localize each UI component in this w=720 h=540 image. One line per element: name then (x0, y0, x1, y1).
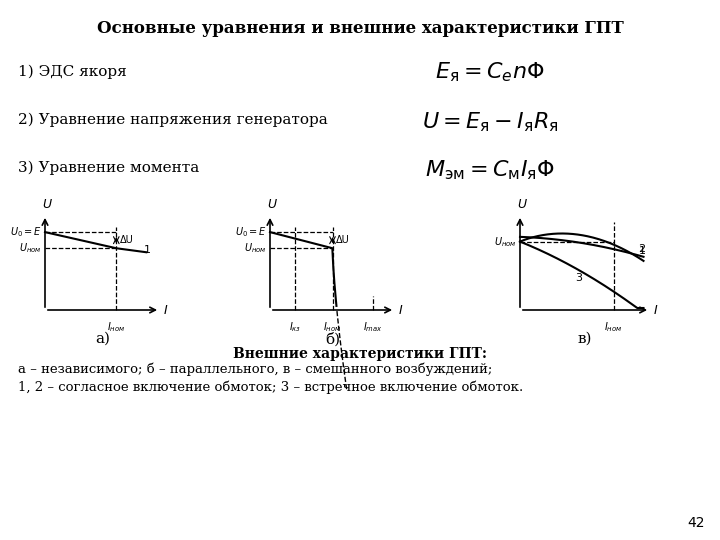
Text: $I_{ном}$: $I_{ном}$ (107, 320, 125, 334)
Text: 1) ЭДС якоря: 1) ЭДС якоря (18, 65, 127, 79)
Text: U: U (267, 198, 276, 211)
Text: а): а) (95, 332, 110, 346)
Text: $I_{ном}$: $I_{ном}$ (604, 320, 623, 334)
Text: 3: 3 (575, 273, 582, 283)
Text: 3) Уравнение момента: 3) Уравнение момента (18, 161, 199, 175)
Text: 1: 1 (639, 246, 646, 256)
Text: $M_{\rm эм} = C_{\rm м} I_{\rm я} \Phi$: $M_{\rm эм} = C_{\rm м} I_{\rm я} \Phi$ (425, 158, 555, 182)
Text: I: I (164, 303, 168, 316)
Text: $I_{max}$: $I_{max}$ (363, 320, 382, 334)
Text: ΔU: ΔU (120, 235, 134, 245)
Text: $I_{кз}$: $I_{кз}$ (289, 320, 301, 334)
Text: в): в) (577, 332, 593, 346)
Text: $U_{ном}$: $U_{ном}$ (244, 241, 267, 255)
Text: 1: 1 (144, 245, 151, 255)
Text: ΔU: ΔU (336, 235, 349, 245)
Text: $U_0=E$: $U_0=E$ (10, 225, 42, 239)
Text: I: I (399, 303, 402, 316)
Text: U: U (42, 198, 52, 211)
Text: 2: 2 (639, 244, 646, 254)
Text: Основные уравнения и внешние характеристики ГПТ: Основные уравнения и внешние характерист… (96, 20, 624, 37)
Text: U: U (518, 198, 526, 211)
Text: $I_{ном}$: $I_{ном}$ (323, 320, 342, 334)
Text: 42: 42 (688, 516, 705, 530)
Text: $U_{ном}$: $U_{ном}$ (19, 241, 42, 255)
Text: 2) Уравнение напряжения генератора: 2) Уравнение напряжения генератора (18, 113, 328, 127)
Text: б): б) (325, 332, 340, 346)
Text: I: I (654, 303, 658, 316)
Text: $U_0=E$: $U_0=E$ (235, 225, 267, 239)
Text: $U_{ном}$: $U_{ном}$ (495, 235, 517, 248)
Text: Внешние характеристики ГПТ:: Внешние характеристики ГПТ: (233, 347, 487, 361)
Text: $U = E_{\rm я} - I_{\rm я}R_{\rm я}$: $U = E_{\rm я} - I_{\rm я}R_{\rm я}$ (421, 110, 559, 134)
Text: а – независимого; б – параллельного, в – смешанного возбуждений;: а – независимого; б – параллельного, в –… (18, 362, 492, 375)
Text: $E_{\rm я} = C_e n \Phi$: $E_{\rm я} = C_e n \Phi$ (436, 60, 545, 84)
Text: 1, 2 – согласное включение обмоток; 3 – встречное включение обмоток.: 1, 2 – согласное включение обмоток; 3 – … (18, 380, 523, 394)
